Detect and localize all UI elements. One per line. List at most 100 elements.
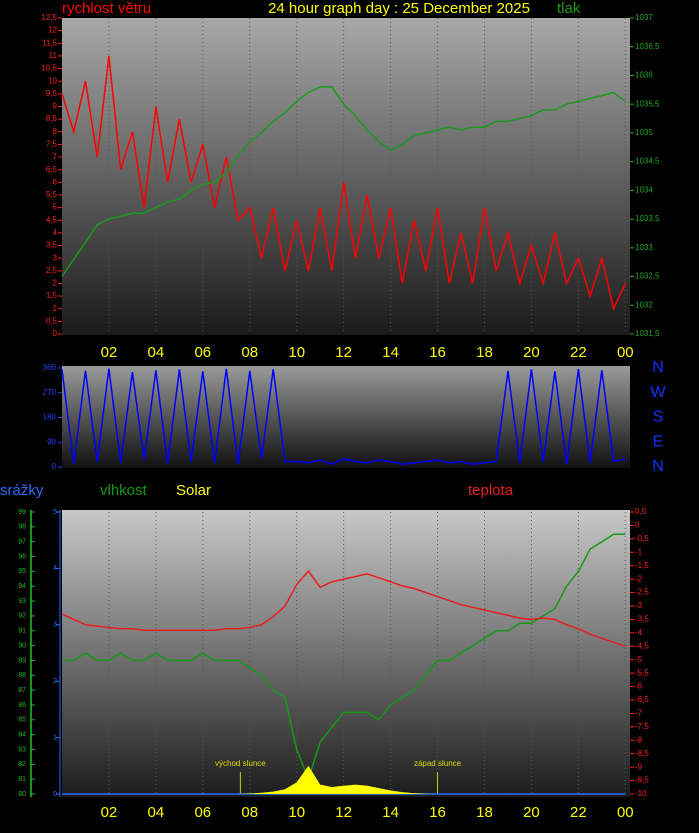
y-tick-label: 5,5: [46, 190, 58, 199]
x-tick-label: 10: [288, 804, 305, 821]
y-tick-label: 87: [18, 687, 26, 694]
x-tick-label: 00: [617, 804, 634, 821]
x-tick-label: 02: [101, 344, 118, 361]
series-line: [61, 368, 626, 466]
y-tick-label: 1034,5: [635, 157, 660, 166]
y-tick-label: -5,5: [635, 668, 649, 677]
plot-area: [62, 18, 630, 335]
y-tick-label: 2: [53, 279, 58, 288]
y-tick-label: 98: [18, 524, 26, 531]
y-tick-label: W: [650, 384, 666, 401]
y-tick-label: 0,5: [46, 316, 58, 325]
y-tick-label: 1033,5: [635, 214, 660, 223]
x-tick-label: 20: [523, 804, 540, 821]
y-tick-label: -10: [635, 789, 647, 798]
series-line: [62, 533, 626, 782]
y-tick-label: 92: [18, 613, 26, 620]
y-tick-label: 96: [18, 553, 26, 560]
y-tick-label: -8: [635, 735, 643, 744]
y-tick-label: 1034: [635, 185, 653, 194]
x-tick-label: 08: [241, 804, 258, 821]
y-tick-label: -9: [635, 762, 643, 771]
x-tick-label: 22: [570, 804, 587, 821]
y-tick-label: 94: [18, 583, 26, 590]
y-tick-label: -9,5: [635, 776, 649, 785]
y-tick-label: 11,5: [42, 38, 58, 47]
y-tick-label: 4,5: [46, 215, 58, 224]
x-tick-label: 02: [101, 804, 118, 821]
y-tick-label: 91: [18, 628, 26, 635]
y-tick-label: 4: [53, 228, 58, 237]
y-tick-label: 270: [43, 388, 57, 397]
y-tick-label: 82: [18, 761, 26, 768]
y-tick-label: 1032,5: [635, 272, 660, 281]
legend-label: teplota: [468, 482, 514, 499]
series-line: [61, 86, 626, 277]
x-tick-label: 04: [148, 344, 165, 361]
legend-label: vlhkost: [100, 482, 148, 499]
y-tick-label: 10,5: [41, 64, 57, 73]
y-tick-label: 8,5: [46, 114, 58, 123]
y-tick-label: 0: [635, 521, 640, 530]
legend-label: rychlost větru: [62, 0, 151, 17]
y-tick-label: -8,5: [635, 749, 649, 758]
y-tick-label: 90: [18, 642, 26, 649]
y-tick-label: -4: [635, 628, 643, 637]
y-tick-label: 89: [18, 657, 26, 664]
plot-area: [62, 366, 630, 468]
x-tick-label: 16: [429, 804, 446, 821]
y-tick-label: E: [653, 433, 664, 450]
y-tick-label: 0,5: [635, 507, 647, 516]
y-tick-label: 2,5: [46, 266, 58, 275]
series-line: [61, 55, 626, 311]
y-tick-label: 86: [18, 702, 26, 709]
y-tick-label: S: [653, 409, 664, 426]
y-tick-label: 1: [53, 734, 57, 741]
y-tick-label: 7,5: [46, 140, 58, 149]
y-tick-label: 99: [18, 509, 26, 516]
y-tick-label: 0: [53, 329, 58, 338]
x-tick-label: 12: [335, 804, 352, 821]
x-tick-label: 14: [382, 804, 399, 821]
y-tick-label: 3,5: [46, 241, 58, 250]
legend-label: tlak: [557, 0, 581, 17]
x-tick-label: 04: [148, 804, 165, 821]
y-tick-label: 0: [53, 791, 57, 798]
y-tick-label: 5: [53, 509, 57, 516]
area: [62, 765, 626, 794]
y-tick-label: N: [652, 458, 664, 475]
y-tick-label: 80: [18, 791, 26, 798]
y-tick-label: 9: [53, 102, 58, 111]
legend-label: Solar: [176, 482, 211, 499]
y-tick-label: 1033: [635, 243, 653, 252]
y-tick-label: -3,5: [635, 615, 649, 624]
y-tick-label: 11: [49, 51, 58, 60]
series-line: [61, 569, 626, 648]
x-tick-label: 18: [476, 344, 493, 361]
x-tick-label: 10: [288, 344, 305, 361]
y-tick-label: 1032: [635, 300, 653, 309]
y-tick-label: -5: [635, 655, 643, 664]
y-tick-label: 1035: [635, 128, 653, 137]
legend-label: srážky: [0, 482, 44, 499]
y-tick-label: 3: [53, 622, 57, 629]
y-tick-label: 2: [53, 678, 57, 685]
y-tick-label: 95: [18, 568, 26, 575]
y-tick-label: -2: [635, 574, 643, 583]
plot-area: [62, 510, 630, 797]
y-tick-label: 3: [53, 253, 58, 262]
y-tick-label: 9,5: [46, 89, 58, 98]
annotation: západ slunce: [414, 759, 462, 768]
y-tick-label: 97: [18, 539, 26, 546]
y-tick-label: 8: [53, 127, 58, 136]
y-tick-label: 81: [18, 776, 26, 783]
y-tick-label: 4: [53, 565, 57, 572]
y-tick-label: 12: [48, 26, 57, 35]
y-tick-label: 88: [18, 672, 26, 679]
y-tick-label: 1036,5: [635, 42, 660, 51]
y-tick-label: 7: [53, 152, 58, 161]
y-tick-label: -1: [635, 547, 643, 556]
y-tick-label: 1035,5: [635, 99, 660, 108]
x-tick-label: 22: [570, 344, 587, 361]
